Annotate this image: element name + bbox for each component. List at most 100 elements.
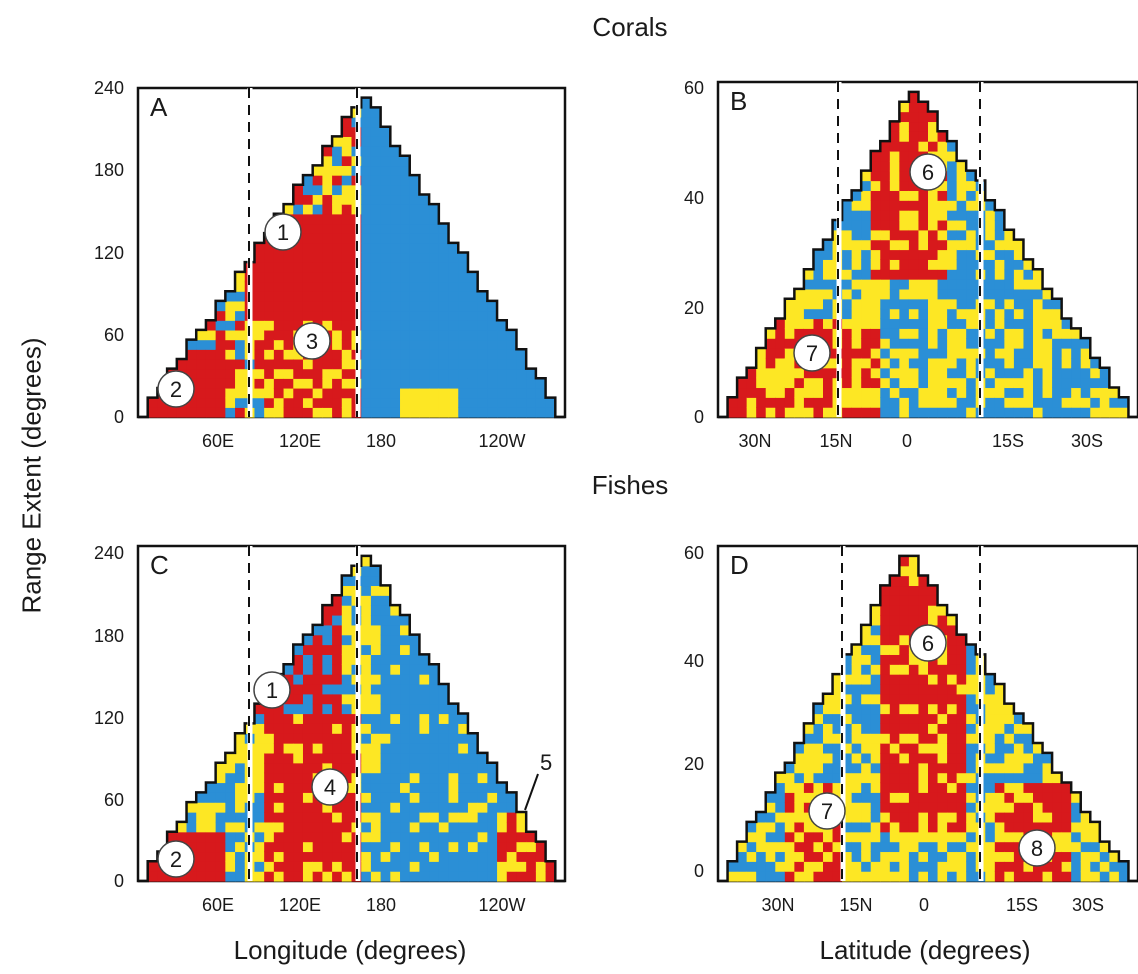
heatmap-cell — [956, 802, 967, 813]
heatmap-cell — [861, 772, 872, 784]
y-tick-label: 40 — [684, 651, 704, 671]
heatmap-cell — [312, 407, 323, 418]
heatmap-cell — [889, 279, 900, 290]
heatmap-cell — [361, 664, 372, 675]
heatmap-cell — [273, 252, 285, 263]
heatmap-cell — [225, 378, 236, 389]
heatmap-cell — [235, 871, 246, 882]
heatmap-cell — [380, 733, 391, 744]
heatmap-cell — [918, 348, 929, 359]
heatmap-cell — [947, 367, 958, 379]
heatmap-cell — [419, 349, 430, 360]
heatmap-cell — [322, 861, 333, 872]
heatmap-cell — [215, 397, 226, 408]
heatmap-cell — [889, 703, 900, 715]
heatmap-cell — [409, 175, 421, 186]
heatmap-cell — [176, 821, 188, 833]
heatmap-cell — [196, 378, 207, 389]
heatmap-cell — [889, 821, 900, 833]
heatmap-cell — [400, 752, 411, 764]
heatmap-cell — [956, 288, 967, 300]
heatmap-cell — [861, 200, 872, 211]
heatmap-cell — [947, 298, 958, 310]
heatmap-cell — [832, 703, 843, 715]
heatmap-cell — [380, 861, 391, 872]
heatmap-cell — [908, 654, 920, 665]
heatmap-cell — [966, 239, 977, 251]
heatmap-cell — [361, 792, 372, 803]
heatmap-cell — [448, 733, 459, 744]
heatmap-cell — [196, 821, 207, 833]
heatmap-cell — [803, 279, 815, 290]
heatmap-cell — [429, 792, 440, 803]
heatmap-cell — [928, 752, 939, 764]
heatmap-cell — [966, 387, 977, 398]
heatmap-cell — [273, 802, 285, 813]
heatmap-cell — [889, 723, 900, 734]
heatmap-cell — [322, 204, 333, 215]
heatmap-cell — [994, 308, 1005, 320]
heatmap-cell — [370, 146, 382, 157]
heatmap-cell — [322, 683, 333, 695]
heatmap-cell — [880, 733, 891, 744]
heatmap-cell — [1033, 871, 1044, 882]
heatmap-cell — [851, 693, 862, 705]
heatmap-cell — [880, 861, 891, 872]
heatmap-cell — [254, 378, 265, 389]
heatmap-cell — [899, 821, 910, 833]
heatmap-cell — [235, 812, 246, 823]
heatmap-cell — [928, 397, 939, 408]
heatmap-cell — [302, 831, 314, 843]
heatmap-cell — [985, 733, 996, 744]
y-tick-label: 0 — [114, 407, 124, 427]
heatmap-cell — [813, 841, 824, 853]
heatmap-cell — [966, 644, 977, 655]
heatmap-cell — [293, 802, 304, 813]
heatmap-cell — [438, 812, 450, 823]
heatmap-cell — [1004, 367, 1015, 379]
heatmap-cell — [928, 683, 939, 695]
heatmap-cell — [861, 308, 872, 320]
heatmap-cell — [448, 242, 459, 254]
heatmap-cell — [419, 772, 430, 784]
heatmap-cell — [477, 861, 488, 872]
heatmap-cell — [467, 407, 479, 418]
heatmap-cell — [477, 802, 488, 813]
heatmap-cell — [842, 674, 853, 685]
heatmap-cell — [928, 762, 939, 774]
heatmap-cell — [908, 387, 920, 398]
heatmap-cell — [870, 318, 881, 329]
heatmap-cell — [390, 772, 401, 784]
heatmap-cell — [322, 752, 333, 764]
heatmap-cell — [908, 555, 920, 567]
heatmap-cell — [985, 239, 996, 251]
heatmap-cell — [994, 249, 1005, 260]
heatmap-cell — [322, 614, 333, 626]
heatmap-cell — [794, 861, 805, 872]
heatmap-cell — [332, 136, 343, 147]
heatmap-cell — [283, 281, 294, 292]
heatmap-cell — [1023, 279, 1034, 290]
heatmap-cell — [1071, 397, 1082, 408]
heatmap-cell — [842, 851, 853, 862]
heatmap-cell — [947, 210, 958, 221]
heatmap-cell — [1033, 792, 1044, 803]
heatmap-cell — [467, 733, 479, 744]
heatmap-cell — [448, 349, 459, 360]
heatmap-cell — [928, 605, 939, 616]
heatmap-cell — [889, 210, 900, 221]
heatmap-cell — [765, 367, 776, 379]
heatmap-cell — [947, 259, 958, 270]
heatmap-cell — [215, 329, 226, 341]
marker-circle — [311, 768, 349, 806]
heatmap-cell — [918, 861, 929, 872]
heatmap-cell — [889, 219, 900, 231]
heatmap-cell — [813, 723, 824, 734]
heatmap-cell — [1033, 357, 1044, 369]
heatmap-cell — [794, 871, 805, 882]
heatmap-cell — [370, 397, 382, 408]
heatmap-cell — [985, 851, 996, 862]
heatmap-cell — [293, 861, 304, 872]
heatmap-cell — [1042, 387, 1053, 398]
heatmap-cell — [966, 308, 977, 320]
